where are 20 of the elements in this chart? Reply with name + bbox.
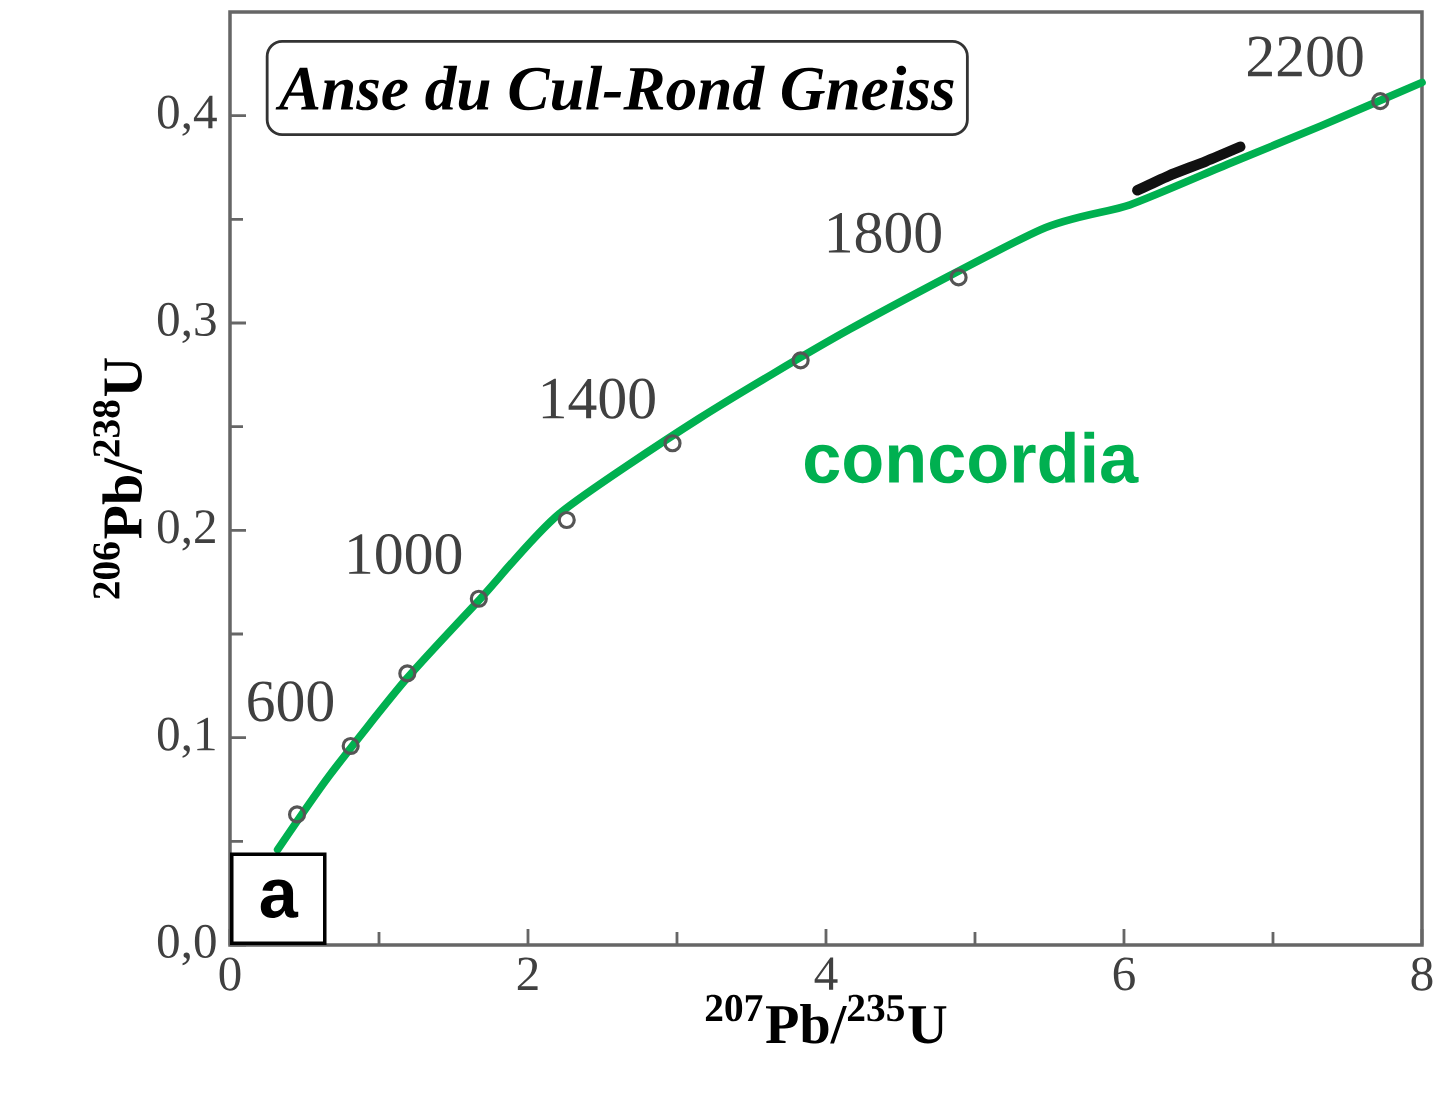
annotation: 2200	[1247, 36, 1363, 77]
x-axis-title: $^{207}$Pb/$^{235}$U	[705, 994, 947, 1044]
text: Anse du Cul-Rond Gneiss	[275, 65, 954, 111]
x-tick-label: 4	[814, 957, 838, 990]
annotation: 600	[248, 681, 334, 722]
y-tick-label: 0,1	[157, 717, 215, 758]
annotation: a	[260, 879, 299, 918]
x-tick-label: 6	[1113, 957, 1135, 991]
annotation: 1800	[828, 212, 941, 253]
y-tick-label: 0,2	[157, 510, 215, 551]
annotation: 1000	[349, 534, 462, 575]
annotation: 1400	[542, 378, 655, 419]
y-axis-title: $^{206}$Pb/$^{238}$U	[93, 358, 142, 599]
y-tick-label: 0,3	[157, 302, 216, 344]
x-tick-label: 2	[517, 957, 538, 990]
x-tick-label: 8	[1411, 957, 1433, 991]
y-tick-label: 0,4	[157, 95, 217, 136]
x-tick-label: 0	[219, 957, 241, 991]
series-label: concordia	[805, 431, 1139, 484]
y-tick-label: 0,0	[157, 924, 216, 966]
